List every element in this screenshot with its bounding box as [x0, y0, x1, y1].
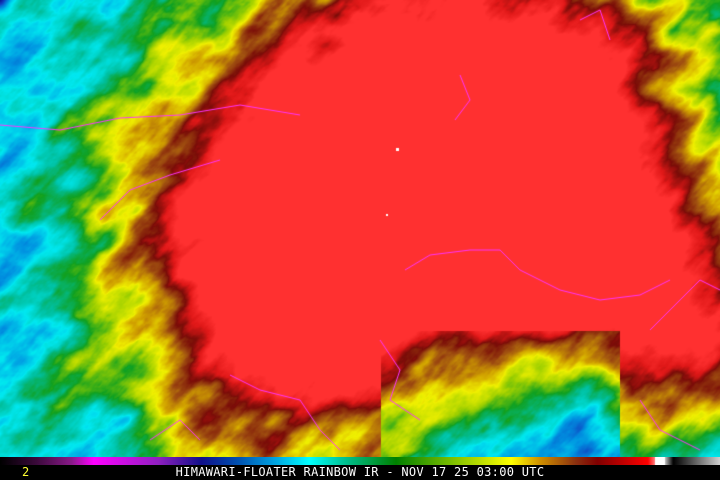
- caption-bar: [0, 465, 720, 480]
- temperature-color-scale-bar: [0, 457, 720, 466]
- rainbow-ir-satellite-image: [0, 0, 720, 457]
- frame-number-label: 2: [22, 465, 30, 479]
- image-title: HIMAWARI-FLOATER RAINBOW IR - NOV 17 25 …: [175, 465, 545, 479]
